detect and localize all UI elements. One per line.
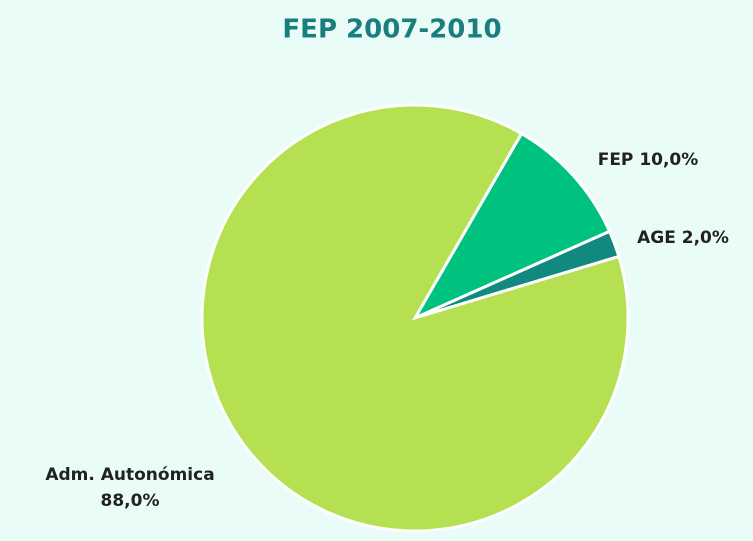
slice-label: AGE 2,0% <box>637 228 729 248</box>
slice-name: Adm. Autonómica <box>45 465 214 485</box>
slice-name: FEP <box>598 150 634 170</box>
pie-slice <box>200 103 630 533</box>
slice-name: AGE <box>637 228 676 248</box>
slice-label: Adm. Autonómica 88,0% <box>45 465 214 511</box>
slice-label: FEP 10,0% <box>598 150 699 170</box>
pie-slice <box>411 131 612 322</box>
chart-title: FEP 2007-2010 <box>282 15 501 45</box>
slice-value: 88,0% <box>101 491 160 511</box>
slice-value: 10,0% <box>639 150 698 170</box>
slice-value: 2,0% <box>682 228 729 248</box>
